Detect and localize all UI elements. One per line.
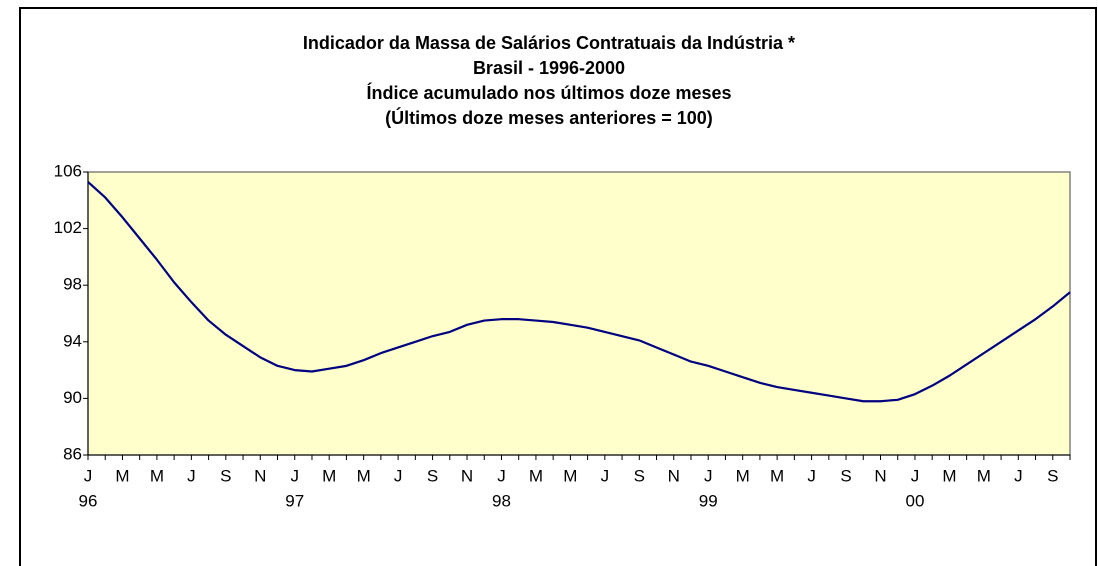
- x-tick-label: M: [357, 466, 371, 485]
- x-tick-label: J: [1014, 466, 1023, 485]
- data-line: [87, 181, 1071, 403]
- x-tick-label: M: [736, 466, 750, 485]
- x-tick-label: J: [394, 466, 403, 485]
- x-tick-label: S: [220, 466, 231, 485]
- x-tick-label: J: [187, 466, 196, 485]
- year-label: 00: [905, 491, 924, 510]
- chart-title: Indicador da Massa de Salários Contratua…: [303, 33, 795, 53]
- y-tick-label: 98: [63, 275, 82, 294]
- x-tick-label: M: [529, 466, 543, 485]
- x-tick-label: S: [1047, 466, 1058, 485]
- chart-title: Brasil - 1996-2000: [473, 58, 625, 78]
- year-label: 97: [285, 491, 304, 510]
- x-tick-label: J: [704, 466, 713, 485]
- x-tick-label: M: [115, 466, 129, 485]
- x-tick-label: N: [668, 466, 680, 485]
- year-label: 98: [492, 491, 511, 510]
- x-tick-label: M: [977, 466, 991, 485]
- x-tick-label: J: [601, 466, 610, 485]
- x-tick-label: S: [634, 466, 645, 485]
- x-tick-label: J: [497, 466, 506, 485]
- year-label: 99: [699, 491, 718, 510]
- year-label: 96: [79, 491, 98, 510]
- x-tick-label: J: [290, 466, 299, 485]
- chart-title: (Últimos doze meses anteriores = 100): [385, 107, 713, 128]
- x-tick-label: M: [770, 466, 784, 485]
- x-tick-label: M: [942, 466, 956, 485]
- y-tick-label: 102: [54, 218, 82, 237]
- x-tick-label: N: [254, 466, 266, 485]
- x-tick-label: N: [461, 466, 473, 485]
- x-tick-label: N: [874, 466, 886, 485]
- x-tick-label: M: [563, 466, 577, 485]
- x-tick-label: J: [911, 466, 920, 485]
- x-tick-label: S: [427, 466, 438, 485]
- y-tick-label: 106: [54, 161, 82, 180]
- x-tick-label: M: [322, 466, 336, 485]
- x-tick-label: J: [84, 466, 93, 485]
- x-tick-label: S: [840, 466, 851, 485]
- chart-title: Índice acumulado nos últimos doze meses: [366, 82, 731, 103]
- x-tick-label: J: [807, 466, 816, 485]
- y-tick-label: 94: [63, 331, 82, 350]
- plot-area: [87, 171, 1071, 456]
- x-tick-label: M: [150, 466, 164, 485]
- y-tick-label: 86: [63, 444, 82, 463]
- y-tick-label: 90: [63, 388, 82, 407]
